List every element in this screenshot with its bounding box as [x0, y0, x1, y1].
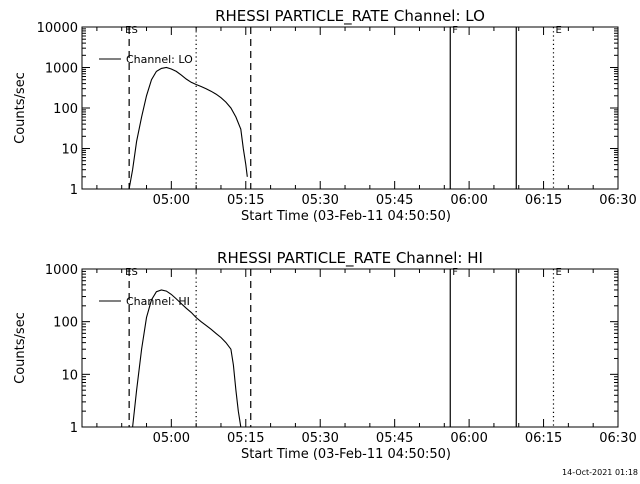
- chart2-y-axis-label: Counts/sec: [13, 312, 28, 384]
- chart2-plot-frame: [81, 268, 619, 428]
- chart2-title: RHESSI PARTICLE_RATE Channel: HI: [217, 249, 483, 268]
- chart2-vline-label-3: F: [452, 267, 458, 278]
- chart1-vline-label-5: E: [555, 25, 561, 36]
- chart1-y-tick-label-4: 10000: [37, 21, 78, 36]
- chart1-x-axis-label: Start Time (03-Feb-11 04:50:50): [241, 209, 451, 224]
- chart2-y-tick-label-1: 10: [61, 368, 78, 383]
- chart1-x-tick-label-5: 06:15: [525, 193, 562, 208]
- chart1-x-tick-label-6: 06:30: [599, 193, 636, 208]
- chart1-x-tick-label-4: 06:00: [450, 193, 487, 208]
- chart2-y-tick-label-2: 100: [53, 316, 78, 331]
- chart2-x-tick-label-5: 06:15: [525, 431, 562, 446]
- chart1-x-tick-label-2: 05:30: [301, 193, 338, 208]
- footer-timestamp: 14-Oct-2021 01:18: [562, 468, 638, 477]
- chart2-top-marker-0: ES: [125, 267, 138, 278]
- chart2-legend-label: Channel: HI: [126, 295, 190, 308]
- chart1-plot-frame: [81, 26, 619, 190]
- chart1-y-tick-label-3: 1000: [45, 62, 78, 77]
- chart1-y-tick-label-0: 1: [70, 183, 78, 198]
- chart2-series-line-0: [132, 289, 242, 428]
- chart2-x-tick-label-4: 06:00: [450, 431, 487, 446]
- chart1-x-tick-label-0: 05:00: [153, 193, 190, 208]
- chart2-x-tick-label-3: 05:45: [376, 431, 413, 446]
- chart2-y-tick-label-3: 1000: [45, 263, 78, 278]
- chart1-y-tick-label-1: 10: [61, 143, 78, 158]
- chart1-x-tick-label-1: 05:15: [227, 193, 264, 208]
- chart2-x-tick-label-6: 06:30: [599, 431, 636, 446]
- chart1-y-axis-label: Counts/sec: [13, 72, 28, 144]
- chart1-y-tick-label-2: 100: [53, 102, 78, 117]
- chart2-x-tick-label-0: 05:00: [153, 431, 190, 446]
- chart1-top-marker-0: ES: [125, 25, 138, 36]
- chart2-vline-label-5: E: [555, 267, 561, 278]
- chart1-x-tick-label-3: 05:45: [376, 193, 413, 208]
- chart2-y-tick-label-0: 1: [70, 421, 78, 436]
- chart2-x-tick-label-2: 05:30: [301, 431, 338, 446]
- chart2-x-tick-label-1: 05:15: [227, 431, 264, 446]
- chart2-x-axis-label: Start Time (03-Feb-11 04:50:50): [241, 447, 451, 462]
- chart1-title: RHESSI PARTICLE_RATE Channel: LO: [215, 7, 485, 26]
- chart1-vline-label-3: F: [452, 25, 458, 36]
- chart1-series-line-0: [128, 66, 248, 190]
- chart1-legend-label: Channel: LO: [126, 53, 193, 66]
